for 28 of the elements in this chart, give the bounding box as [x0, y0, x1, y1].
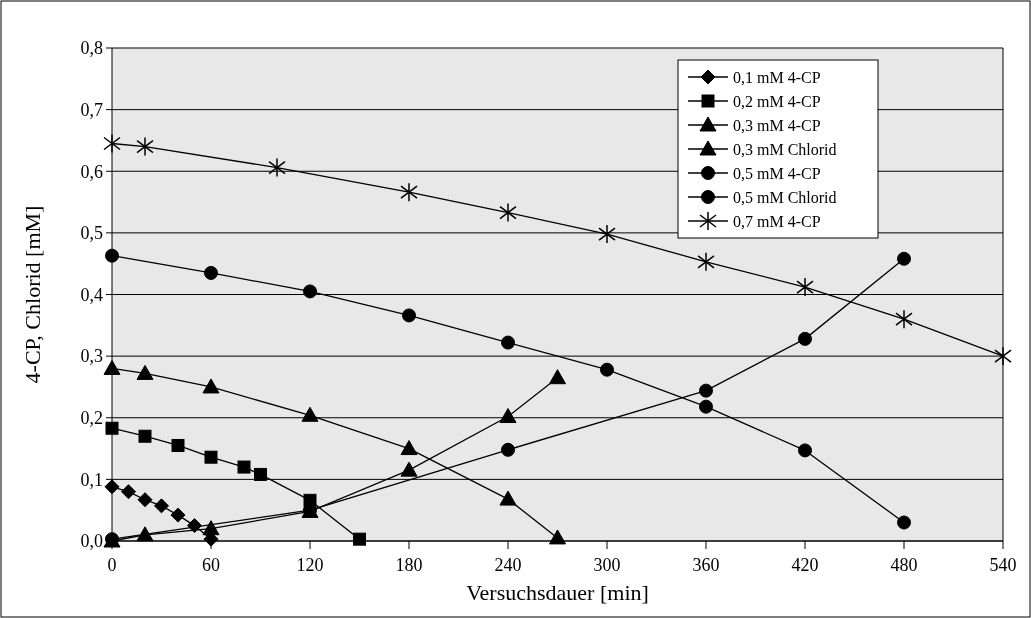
- legend-label: 0,3 mM 4-CP: [733, 116, 821, 134]
- x-axis-title: Versuchsdauer [min]: [466, 580, 649, 605]
- y-tick-label: 0,5: [80, 223, 103, 244]
- y-tick-label: 0,0: [80, 531, 103, 552]
- x-tick-label: 540: [989, 555, 1017, 575]
- legend-label: 0,2 mM 4-CP: [733, 92, 821, 110]
- x-tick-label: 300: [593, 555, 621, 575]
- x-tick-label: 420: [791, 555, 819, 575]
- legend-label: 0,1 mM 4-CP: [733, 68, 821, 86]
- y-tick-label: 0,6: [80, 161, 103, 182]
- y-tick-label: 0,8: [80, 38, 103, 59]
- y-tick-label: 0,7: [80, 99, 103, 120]
- y-tick-label: 0,4: [80, 284, 103, 305]
- legend-label: 0,7 mM 4-CP: [733, 212, 821, 230]
- y-tick-label: 0,2: [80, 408, 103, 429]
- x-tick-label: 60: [202, 555, 220, 575]
- x-tick-label: 360: [692, 555, 720, 575]
- legend-label: 0,3 mM Chlorid: [733, 140, 837, 158]
- x-tick-label: 480: [890, 555, 918, 575]
- y-tick-label: 0,3: [80, 346, 103, 367]
- y-tick-label: 0,1: [80, 469, 103, 490]
- x-tick-label: 120: [296, 555, 324, 575]
- legend-label: 0,5 mM 4-CP: [733, 164, 821, 182]
- y-axis-title: 4-CP, Chlorid [mM]: [20, 205, 45, 384]
- legend-label: 0,5 mM Chlorid: [733, 188, 837, 206]
- x-tick-label: 0: [107, 555, 117, 575]
- x-tick-label: 240: [494, 555, 522, 575]
- x-tick-label: 180: [395, 555, 423, 575]
